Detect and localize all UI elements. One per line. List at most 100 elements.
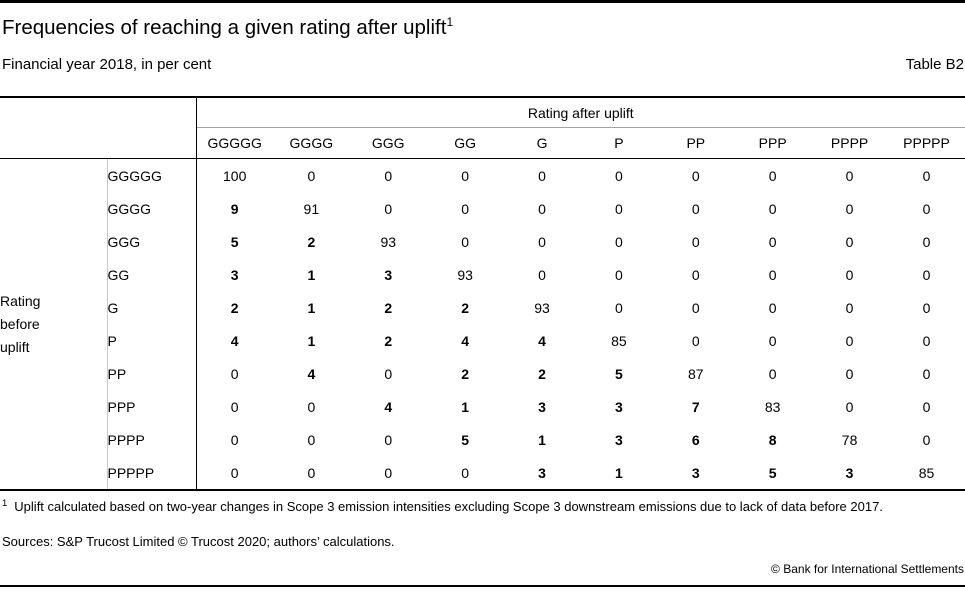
rating-transition-table: Rating after uplift GGGGG GGGG GGG GG G P PP PP… [0, 96, 965, 491]
row-label: G [107, 291, 197, 324]
value-cell: 0 [845, 398, 854, 415]
value-cell: 0 [922, 200, 931, 217]
row-label: P [107, 324, 197, 357]
column-header: PPPP [811, 127, 889, 159]
row-label: PPPP [107, 423, 197, 456]
value-cell: 0 [538, 200, 546, 217]
value-cell: 0 [461, 200, 470, 217]
value-cell: 0 [615, 167, 623, 184]
value-cell: 0 [922, 299, 931, 316]
value-cell: 0 [230, 365, 239, 382]
value-cell: 4 [384, 398, 393, 415]
table-row: PPPPP 0 0 0 0 3 1 3 5 3 85 [0, 456, 965, 490]
value-cell: 4 [538, 332, 546, 349]
value-cell: 0 [461, 233, 470, 250]
value-cell: 1 [538, 431, 546, 448]
column-header-row: GGGGG GGGG GGG GG G P PP PPP PPPP PPPPP [0, 127, 965, 159]
footnote: 1 Uplift calculated based on two-year cha… [0, 498, 965, 517]
value-cell: 85 [611, 332, 627, 349]
value-cell: 0 [691, 167, 700, 184]
subtitle-row: Financial year 2018, in per cent Table B… [0, 55, 965, 74]
value-cell: 3 [230, 266, 239, 283]
value-cell: 0 [615, 266, 623, 283]
value-cell: 0 [922, 332, 931, 349]
value-cell: 8 [768, 431, 777, 448]
value-cell: 7 [691, 398, 700, 415]
value-cell: 0 [691, 233, 700, 250]
row-label: PP [107, 357, 197, 390]
value-cell: 0 [615, 200, 623, 217]
column-header: PPPPP [888, 127, 965, 159]
column-header: P [580, 127, 658, 159]
value-cell: 2 [307, 233, 316, 250]
value-cell: 5 [615, 365, 623, 382]
value-cell: 1 [615, 464, 623, 481]
table-row: GGG 5 2 93 0 0 0 0 0 0 0 [0, 225, 965, 258]
value-cell: 2 [230, 299, 239, 316]
value-cell: 4 [461, 332, 470, 349]
value-cell: 0 [461, 167, 470, 184]
value-cell: 0 [230, 431, 239, 448]
top-rule [0, 0, 965, 3]
value-cell: 93 [457, 266, 473, 283]
value-cell: 85 [918, 464, 935, 481]
value-cell: 0 [922, 266, 931, 283]
row-group-header: Rating before uplift [0, 158, 108, 490]
value-cell: 91 [303, 200, 320, 217]
value-cell: 3 [384, 266, 393, 283]
stub-cell [0, 97, 197, 159]
value-cell: 0 [845, 233, 854, 250]
value-cell: 0 [230, 464, 239, 481]
value-cell: 0 [307, 431, 316, 448]
value-cell: 0 [768, 266, 777, 283]
value-cell: 3 [845, 464, 854, 481]
value-cell: 0 [922, 365, 931, 382]
value-cell: 0 [845, 332, 854, 349]
page-title: Frequencies of reaching a given rating a… [2, 16, 965, 40]
column-group-header: Rating after uplift [196, 97, 965, 128]
value-cell: 0 [922, 398, 931, 415]
value-cell: 5 [461, 431, 470, 448]
value-cell: 93 [534, 299, 550, 316]
value-cell: 0 [384, 464, 393, 481]
value-cell: 0 [230, 398, 239, 415]
value-cell: 0 [384, 431, 393, 448]
row-label: GG [107, 258, 197, 291]
value-cell: 0 [691, 332, 700, 349]
value-cell: 0 [538, 266, 546, 283]
subtitle: Financial year 2018, in per cent [2, 56, 212, 73]
value-cell: 0 [615, 233, 623, 250]
value-cell: 0 [307, 464, 316, 481]
row-label: GGG [107, 225, 197, 258]
value-cell: 0 [768, 200, 777, 217]
value-cell: 6 [691, 431, 700, 448]
value-cell: 87 [688, 365, 704, 382]
value-cell: 0 [845, 299, 854, 316]
table-body: Rating before uplift GGGGG 100 0 0 0 0 0 0 0 0 0 GGGG 9… [0, 158, 965, 490]
value-cell: 0 [538, 167, 546, 184]
title-footnote-ref: 1 [446, 15, 454, 30]
column-header: GGG [349, 127, 427, 159]
value-cell: 0 [691, 200, 700, 217]
footnote-text: Uplift calculated based on two-year chan… [14, 499, 883, 514]
value-cell: 83 [764, 398, 781, 415]
value-cell: 0 [461, 464, 470, 481]
value-cell: 1 [307, 299, 316, 316]
value-cell: 1 [307, 332, 316, 349]
value-cell: 0 [845, 266, 854, 283]
table-row: GG 3 1 3 93 0 0 0 0 0 0 [0, 258, 965, 291]
value-cell: 3 [538, 464, 546, 481]
value-cell: 2 [384, 299, 393, 316]
row-label: PPPPP [107, 456, 197, 490]
value-cell: 2 [461, 299, 470, 316]
value-cell: 0 [845, 200, 854, 217]
table-row: PPPP 0 0 0 5 1 3 6 8 78 0 [0, 423, 965, 456]
table-row: Rating before uplift GGGGG 1 0 0 0 0 0 0 0 0 0 0 0 [0, 158, 965, 490]
value-cell: 3 [615, 398, 623, 415]
value-cell: 0 [307, 167, 316, 184]
table-label: Table B2 [905, 56, 964, 73]
value-cell: 0 [845, 365, 854, 382]
table-row: PP 0 4 0 2 2 5 87 0 0 0 [0, 357, 965, 390]
value-cell: 2 [538, 365, 546, 382]
